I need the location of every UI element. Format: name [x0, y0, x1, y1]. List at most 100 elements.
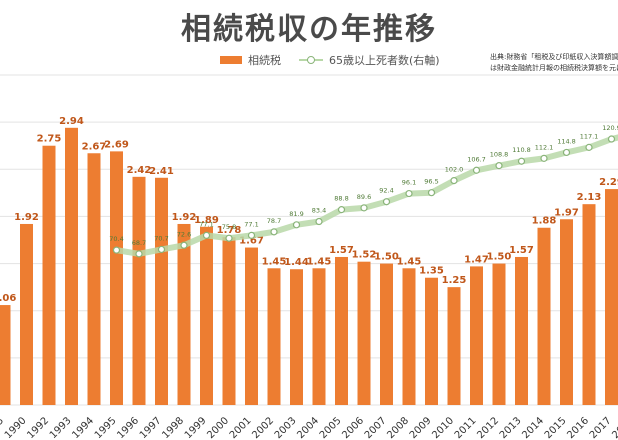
x-tick-label: 2014 — [520, 415, 546, 440]
x-tick-label: 1996 — [115, 415, 141, 440]
line-point — [112, 246, 121, 254]
x-tick-label: 2011 — [453, 415, 479, 440]
x-tick-label: 1990 — [3, 415, 29, 440]
bar-data-label: 1.45 — [397, 256, 422, 267]
line-data-label: 75.8 — [222, 223, 236, 231]
line-data-label: 114.8 — [557, 137, 576, 145]
line-data-label: 70.4 — [109, 235, 123, 243]
x-tick-label: 1999 — [183, 415, 209, 440]
bar-data-label: 2.41 — [149, 166, 174, 177]
legend-item-bar: 相続税 — [220, 52, 281, 68]
x-tick-label: 2015 — [543, 415, 569, 440]
bar — [380, 263, 393, 405]
line-point — [607, 135, 616, 143]
bar — [335, 256, 348, 405]
bar-data-label: 2.75 — [37, 134, 62, 145]
x-tick-label: 2008 — [385, 415, 411, 440]
line-point — [180, 241, 188, 249]
bar — [560, 219, 573, 405]
line-point — [225, 234, 233, 242]
line-data-label: 88.8 — [334, 195, 348, 203]
bar-data-label: 1.78 — [217, 225, 242, 236]
bar — [65, 127, 78, 406]
bar-data-label: 1.57 — [329, 245, 354, 256]
bar — [200, 226, 213, 405]
legend-line-swatch — [299, 56, 323, 64]
line-data-label: 112.1 — [535, 143, 554, 151]
bar-data-label: 2.94 — [59, 116, 84, 127]
bar — [605, 189, 618, 405]
bar-data-label: 1.45 — [262, 256, 287, 267]
line-data-label: 78.7 — [267, 217, 281, 225]
bar-data-label: 1.45 — [307, 256, 332, 267]
bar — [177, 223, 191, 405]
x-tick-label: 2007 — [363, 415, 389, 440]
x-tick-label: 2006 — [340, 415, 366, 440]
chart-title: 相続税収の年推移 — [181, 12, 437, 47]
line-point — [450, 177, 458, 185]
line-data-label: 68.7 — [132, 239, 146, 247]
legend-bar-label: 相続税 — [248, 54, 281, 67]
bar-data-label: 1.89 — [194, 215, 219, 226]
x-tick-label: 1994 — [70, 415, 96, 440]
line-point — [562, 148, 571, 157]
x-tick-label: 2002 — [250, 415, 276, 440]
line-point — [202, 231, 211, 239]
line-data-label: 77.1 — [199, 220, 213, 228]
line-data-label: 83.4 — [312, 207, 326, 215]
source-line-1: 出典:財務省「租税及び印紙収入決算額調」一覧 — [490, 53, 618, 61]
line-data-label: 89.6 — [357, 193, 371, 201]
x-tick-label: 2003 — [273, 415, 299, 440]
bar — [425, 277, 438, 405]
line-point — [315, 217, 323, 226]
bar — [515, 256, 528, 405]
x-tick-label: 5 — [0, 415, 6, 427]
bar-data-label: 1.67 — [239, 236, 264, 247]
bar-data-label: 1.44 — [284, 257, 309, 268]
bar-data-label: 1.92 — [172, 212, 197, 223]
bar-data-label: 2.67 — [82, 141, 107, 152]
bar-data-label: 1.35 — [419, 266, 444, 277]
bar — [582, 204, 596, 405]
x-tick-label: 2017 — [588, 415, 614, 440]
bar — [402, 268, 416, 405]
bar — [222, 237, 236, 405]
x-tick-label: 2009 — [408, 415, 434, 440]
line-point — [540, 154, 548, 162]
bar-data-label: 2.13 — [577, 192, 602, 203]
bar-data-label: 1.25 — [442, 275, 467, 286]
bar — [492, 263, 506, 405]
x-tick-label: 2010 — [430, 415, 456, 440]
x-tick-label: 2012 — [475, 415, 501, 440]
legend-item-line: 65歳以上死者数(右軸) — [299, 52, 440, 68]
bar — [0, 305, 11, 405]
bar-data-label: 1.97 — [554, 207, 579, 218]
line-data-label: 96.5 — [424, 178, 438, 186]
line-data-label: 81.9 — [289, 210, 303, 218]
source-note: 出典:財務省「租税及び印紙収入決算額調」一覧 は財政金融統計月報の相続税決算額を… — [490, 52, 618, 74]
bar — [537, 227, 551, 405]
line-point — [427, 189, 436, 197]
x-tick-label: 1993 — [48, 415, 74, 440]
x-tick-label: 2001 — [228, 415, 254, 440]
bar-data-label: 1.88 — [532, 216, 557, 227]
bar-data-label: 1.06 — [0, 293, 16, 304]
legend: 相続税 65歳以上死者数(右軸) — [220, 52, 458, 68]
x-tick-label: 1995 — [93, 415, 119, 440]
x-tick-label: 1992 — [25, 415, 51, 440]
line-data-label: 96.1 — [402, 179, 416, 187]
bar — [42, 145, 56, 405]
line-data-label: 77.1 — [244, 220, 258, 228]
bar-data-label: 1.50 — [374, 252, 399, 263]
bar-data-label: 1.50 — [487, 252, 512, 263]
line-data-label: 110.8 — [512, 146, 531, 154]
line-point — [472, 166, 481, 174]
x-tick-label: 1998 — [160, 415, 186, 440]
bar-data-label: 2.29 — [599, 177, 618, 188]
bar-data-label: 1.92 — [14, 212, 39, 223]
x-tick-label: 2005 — [318, 415, 344, 440]
bar-data-label: 1.52 — [352, 250, 377, 261]
line-point — [585, 143, 593, 151]
bar-data-label: 1.47 — [464, 254, 489, 265]
